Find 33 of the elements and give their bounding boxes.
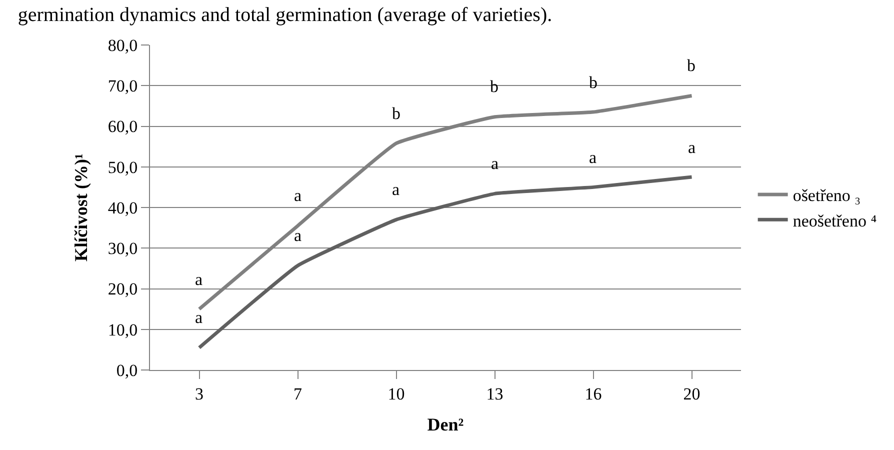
y-axis-title: Klíčivost (%)¹ (71, 154, 92, 262)
y-tick-label: 0,0 (116, 360, 138, 380)
x-tick-label: 3 (195, 384, 204, 404)
data-label: a (589, 148, 597, 167)
data-label: b (490, 77, 498, 96)
y-tick-label: 60,0 (108, 117, 138, 136)
line-series (198, 175, 694, 350)
x-tick-label: 7 (294, 384, 302, 404)
x-tick-label: 16 (584, 384, 602, 404)
data-label: a (195, 270, 203, 289)
x-tick-label: 13 (486, 384, 504, 404)
data-label: a (294, 226, 302, 245)
y-tick-label: 30,0 (108, 239, 138, 258)
data-label: b (589, 73, 598, 92)
data-label: b (687, 56, 696, 75)
y-tick-label: 70,0 (108, 76, 138, 96)
data-label: a (294, 186, 302, 205)
y-tick-label: 40,0 (108, 198, 138, 218)
legend-label: ošetřeno ₃ (792, 186, 861, 206)
x-axis-title: Den² (427, 414, 464, 434)
x-tick-label: 20 (683, 384, 700, 404)
data-label: a (491, 154, 499, 173)
chart-title: germination dynamics and total germination (average of varieties). (18, 4, 552, 26)
y-tick-label: 50,0 (108, 158, 138, 177)
y-tick-label: 20,0 (108, 280, 138, 299)
legend-label: neošetřeno ⁴ (792, 211, 877, 230)
y-tick-label: 80,0 (108, 36, 138, 55)
y-tick-label: 10,0 (108, 320, 138, 340)
x-tick-label: 10 (388, 384, 405, 404)
data-label: a (688, 138, 696, 157)
data-label: a (195, 308, 203, 327)
data-label: b (392, 104, 400, 123)
data-label: a (392, 180, 400, 199)
